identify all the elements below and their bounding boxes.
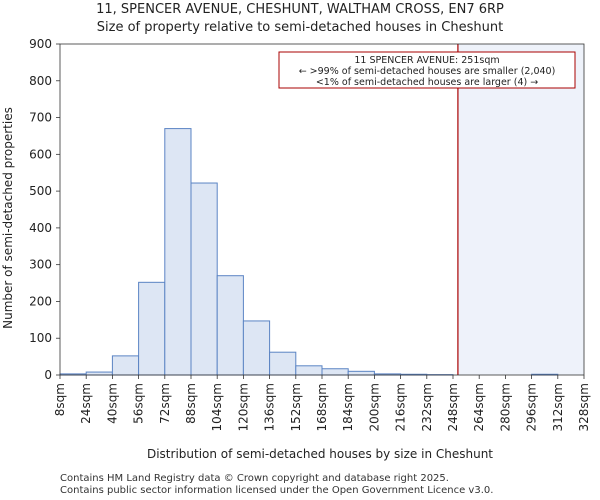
x-tick-label: 24sqm	[79, 383, 93, 424]
y-tick-label: 500	[29, 184, 52, 198]
x-tick-label: 184sqm	[341, 383, 355, 431]
y-tick-label: 900	[29, 37, 52, 51]
y-tick-label: 800	[29, 74, 52, 88]
histogram-bar	[138, 281, 166, 376]
histogram-bar	[111, 355, 140, 376]
x-tick-label: 88sqm	[184, 383, 198, 424]
x-tick-label: 232sqm	[420, 383, 434, 431]
larger-region-shade	[457, 44, 584, 375]
annotation-box	[278, 51, 576, 89]
annotation-line1: 11 SPENCER AVENUE: 251sqm	[354, 55, 499, 66]
x-tick-label: 136sqm	[263, 383, 277, 431]
y-axis-label: Number of semi-detached properties	[1, 107, 15, 329]
x-tick-label: 168sqm	[315, 383, 329, 431]
histogram-bar	[85, 371, 113, 376]
histogram-bar	[164, 128, 192, 376]
x-axis-label: Distribution of semi-detached houses by …	[147, 447, 493, 461]
histogram-bar	[347, 370, 375, 376]
x-tick-label: 328sqm	[577, 383, 591, 431]
x-tick-label: 248sqm	[446, 383, 460, 431]
x-tick-label: 8sqm	[53, 383, 67, 416]
x-tick-label: 264sqm	[472, 383, 486, 431]
chart-title-line2: Size of property relative to semi-detach…	[96, 20, 504, 35]
x-tick-label: 72sqm	[158, 383, 172, 424]
annotation-line2: ← >99% of semi-detached houses are small…	[299, 66, 556, 77]
x-tick-label: 40sqm	[105, 383, 119, 424]
x-tick-label: 56sqm	[132, 383, 146, 424]
histogram-bar	[269, 351, 297, 376]
y-tick-label: 300	[29, 258, 52, 272]
histogram-bar	[190, 182, 218, 376]
histogram-bar	[295, 365, 323, 376]
footer-copyright: Contains HM Land Registry data © Crown c…	[60, 473, 449, 484]
y-tick-label: 700	[29, 111, 52, 125]
histogram-bar	[242, 320, 271, 376]
y-tick-label: 100	[29, 331, 52, 345]
y-tick-label: 0	[44, 368, 52, 382]
x-tick-label: 120sqm	[236, 383, 250, 431]
x-tick-label: 280sqm	[498, 383, 512, 431]
x-tick-label: 296sqm	[525, 383, 539, 431]
histogram-bar	[216, 275, 244, 376]
footer-licence: Contains public sector information licen…	[60, 485, 494, 496]
y-tick-label: 200	[29, 294, 52, 308]
histogram-bar	[321, 368, 349, 376]
x-tick-label: 104sqm	[210, 383, 224, 431]
x-tick-label: 200sqm	[367, 383, 381, 431]
x-tick-label: 152sqm	[289, 383, 303, 431]
x-tick-label: 216sqm	[394, 383, 408, 431]
chart-title-line1: 11, SPENCER AVENUE, CHESHUNT, WALTHAM CR…	[96, 2, 504, 17]
annotation-line3: <1% of semi-detached houses are larger (…	[316, 77, 538, 88]
x-tick-label: 312sqm	[551, 383, 565, 431]
y-tick-label: 400	[29, 221, 52, 235]
y-tick-label: 600	[29, 147, 52, 161]
